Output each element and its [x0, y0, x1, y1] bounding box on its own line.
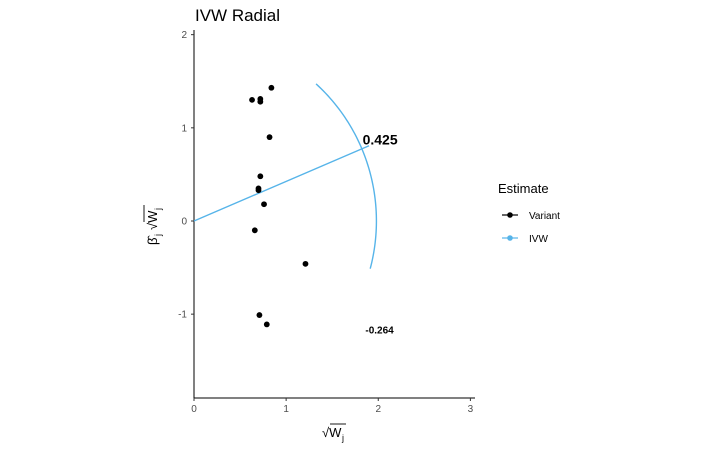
x-tick-label: 1 — [283, 404, 289, 415]
y-axis-title-subscript: j — [153, 234, 163, 237]
variant-point — [257, 173, 264, 180]
y-axis-title-sqrt-w: √W — [145, 210, 160, 230]
annotations: 0.425 -0.264 — [363, 132, 398, 337]
variant-point — [249, 96, 255, 103]
variant-point — [261, 201, 267, 208]
x-axis-title: √W j — [322, 423, 346, 443]
legend-key-dot-variant — [507, 212, 513, 218]
variant-point — [266, 134, 273, 141]
legend-item-variant: Variant — [502, 211, 560, 222]
y-axis-ticks: -1 0 1 2 — [178, 30, 194, 321]
variant-point — [255, 187, 262, 194]
variant-point — [256, 312, 263, 318]
variant-point — [257, 98, 264, 105]
x-axis-title-subscript: j — [341, 433, 344, 443]
plot-area: 0 1 2 3 -1 0 1 2 0.425 -0.264 — [178, 30, 475, 415]
y-tick-label: -1 — [178, 310, 187, 321]
x-tick-label: 3 — [468, 404, 474, 415]
annotation-label: 0.425 — [363, 132, 398, 148]
x-axis-title-symbol: √W — [322, 425, 342, 440]
legend-label-ivw: IVW — [529, 234, 548, 245]
legend-item-ivw: IVW — [502, 234, 548, 245]
y-tick-label: 0 — [181, 216, 187, 227]
ivw-estimate-line — [193, 145, 370, 222]
ivw-layer — [193, 83, 378, 269]
x-tick-label: 2 — [375, 404, 381, 415]
legend-key-dot-ivw — [507, 235, 513, 241]
chart-title: IVW Radial — [195, 6, 280, 25]
legend-label-variant: Variant — [529, 211, 560, 222]
y-tick-label: 1 — [181, 123, 187, 134]
x-tick-label: 0 — [191, 404, 197, 415]
y-axis-title-sqrt-w-subscript: j — [153, 208, 163, 211]
annotation-label: -0.264 — [365, 326, 394, 337]
x-axis-ticks: 0 1 2 3 — [191, 398, 474, 415]
variant-point — [251, 227, 258, 234]
legend-title: Estimate — [498, 181, 549, 196]
variant-point — [302, 260, 309, 267]
y-axis-title: β̂ j √W j — [143, 205, 163, 245]
ivw-radial-arc — [315, 83, 378, 269]
y-tick-label: 2 — [181, 30, 187, 41]
variant-point — [268, 84, 275, 91]
y-axis-title-symbol: β̂ — [145, 235, 160, 245]
variant-point — [263, 321, 270, 328]
legend: Estimate Variant IVW — [498, 181, 560, 245]
variant-points — [249, 84, 309, 328]
